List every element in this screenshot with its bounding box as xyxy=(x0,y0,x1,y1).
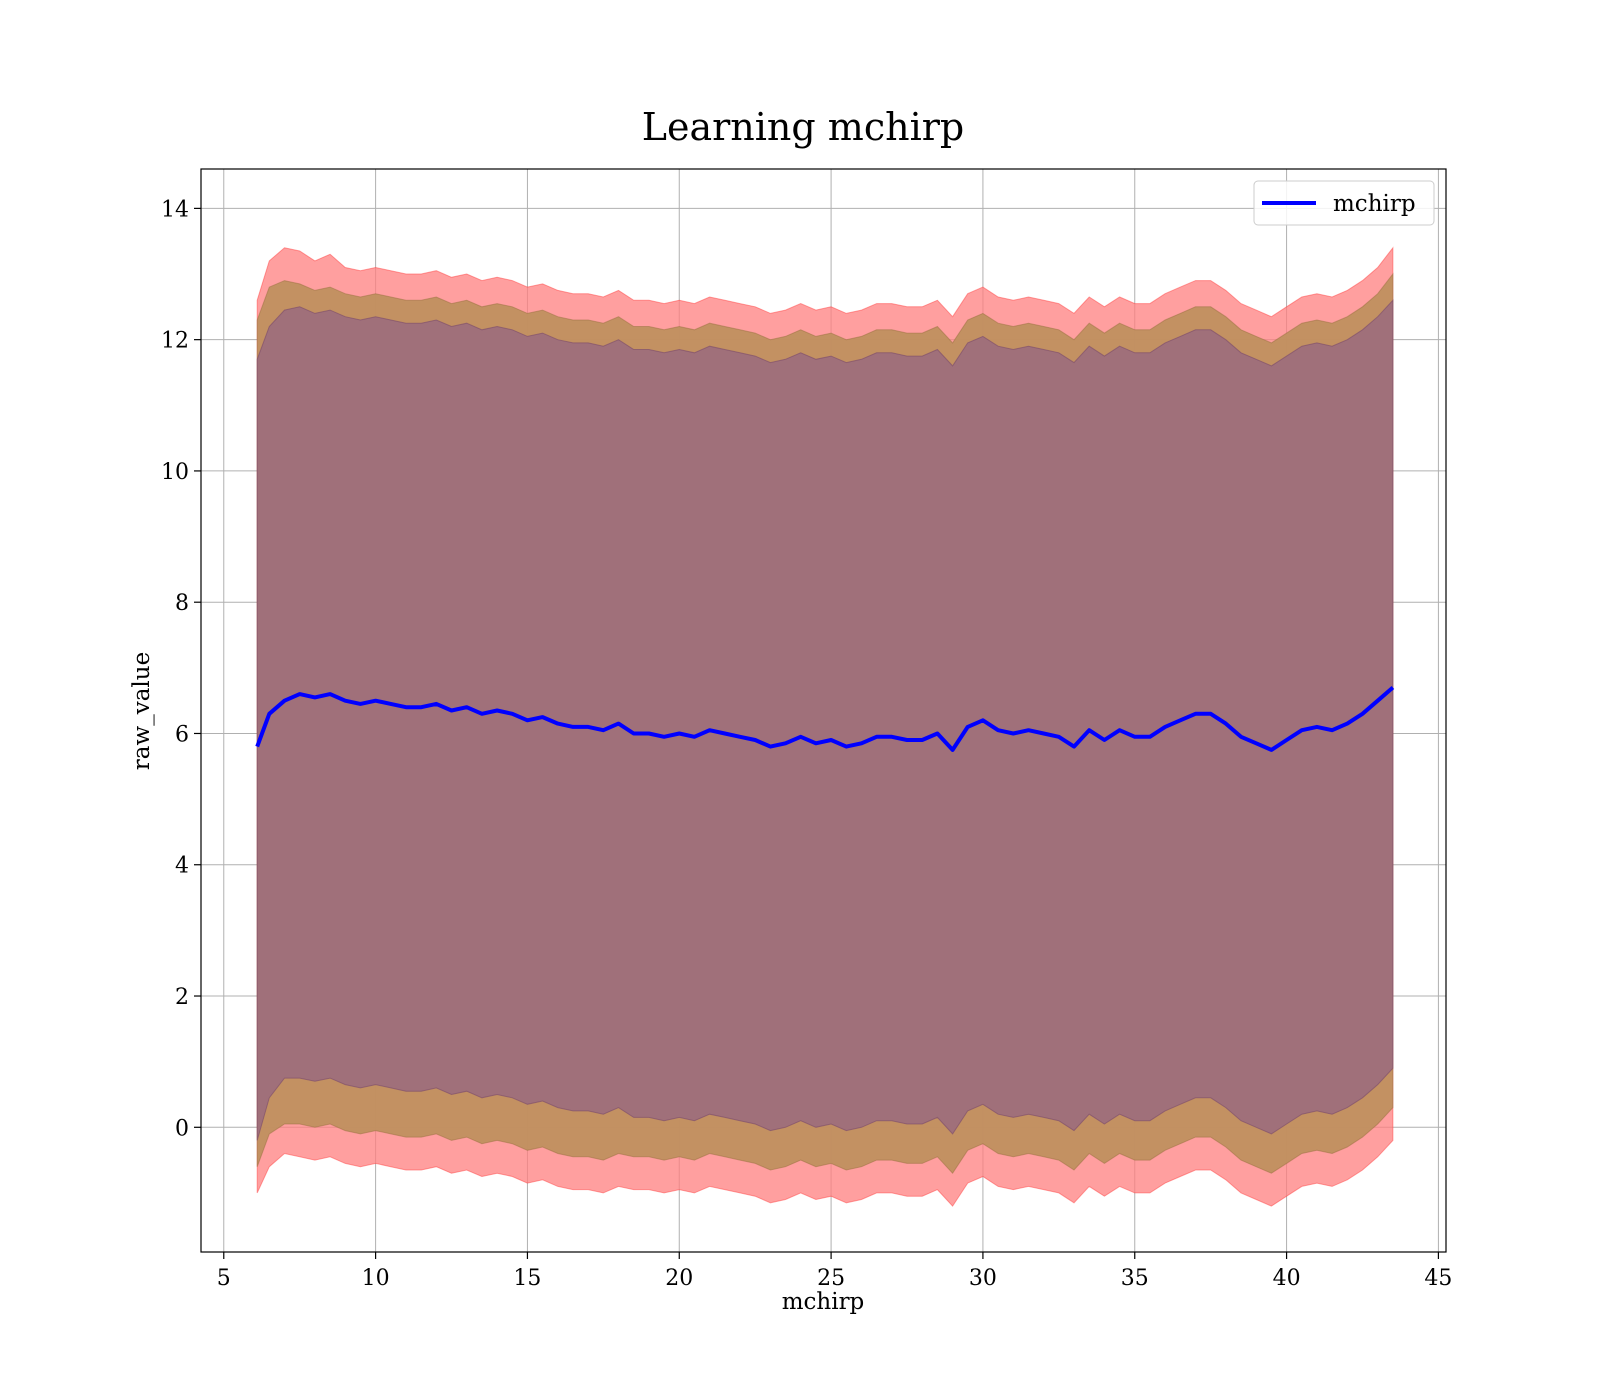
plot-area xyxy=(200,168,1447,1253)
x-tick-label: 35 xyxy=(1121,1266,1149,1291)
y-tick-label: 12 xyxy=(161,329,189,354)
y-tick-label: 6 xyxy=(175,722,189,747)
x-tick-label: 45 xyxy=(1424,1266,1452,1291)
x-tick-label: 15 xyxy=(513,1266,541,1291)
x-tick-label: 40 xyxy=(1273,1266,1301,1291)
x-tick-label: 10 xyxy=(362,1266,390,1291)
band-inner xyxy=(256,299,1394,1141)
x-tick-label: 20 xyxy=(665,1266,693,1291)
x-tick-label: 25 xyxy=(817,1266,845,1291)
x-axis-title: mchirp xyxy=(782,1289,865,1315)
x-tick-label: 5 xyxy=(217,1266,231,1291)
legend-box xyxy=(1253,180,1435,226)
legend: mchirp xyxy=(1253,180,1435,226)
y-tick-label: 10 xyxy=(161,460,189,485)
legend-label: mchirp xyxy=(1333,191,1416,217)
confidence-bands xyxy=(256,246,1394,1207)
y-tick-label: 0 xyxy=(175,1116,189,1141)
mean-line xyxy=(255,685,1395,752)
x-tick-label: 30 xyxy=(969,1266,997,1291)
y-tick-label: 4 xyxy=(175,854,189,879)
y-tick-label: 14 xyxy=(161,197,189,222)
chart-title: Learning mchirp xyxy=(642,105,964,149)
x-axis: 5 10 15 20 25 30 35 40 45 xyxy=(217,1252,1452,1291)
mean-series xyxy=(255,685,1395,752)
y-tick-label: 2 xyxy=(175,985,189,1010)
y-tick-label: 8 xyxy=(175,591,189,616)
plot-frame xyxy=(200,168,1447,1253)
y-axis-title: raw_value xyxy=(129,652,155,770)
y-axis: 0 2 4 6 8 10 12 14 xyxy=(161,197,201,1141)
